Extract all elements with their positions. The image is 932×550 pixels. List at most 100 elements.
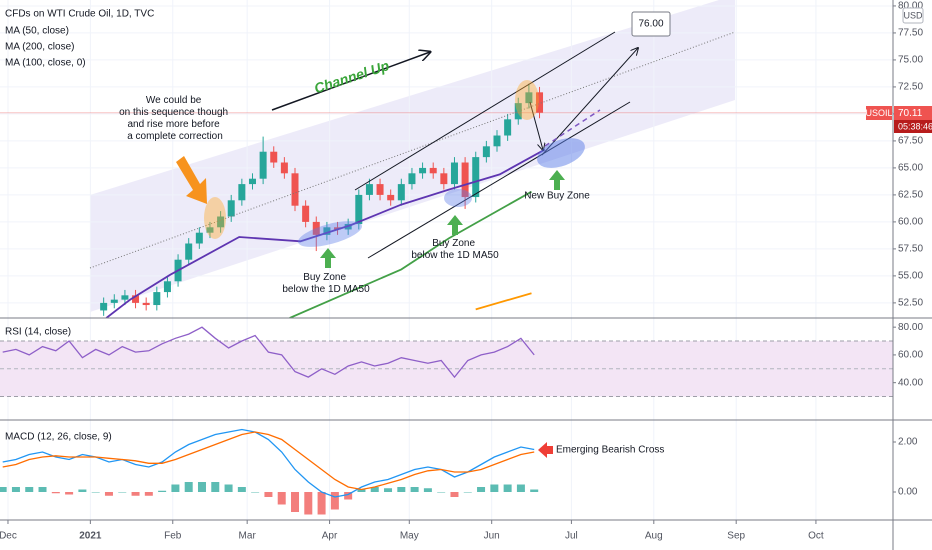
candle-body xyxy=(461,162,469,198)
candle-body xyxy=(121,295,129,300)
candle-body xyxy=(270,151,278,163)
histogram-bar xyxy=(11,487,20,492)
arrow xyxy=(320,248,336,268)
target-label: 76.00 xyxy=(638,19,663,30)
buy-zone xyxy=(298,221,362,247)
y-tick-label: 77.50 xyxy=(898,28,923,39)
annotation: New Buy Zone xyxy=(524,191,590,202)
histogram-bar xyxy=(370,487,379,492)
candle-body xyxy=(206,227,214,233)
price-box xyxy=(894,106,932,120)
y-tick-label: 75.00 xyxy=(898,55,923,66)
histogram-bar xyxy=(291,492,300,512)
histogram-bar xyxy=(91,492,100,493)
histogram-bar xyxy=(104,492,113,496)
histogram-bar xyxy=(224,484,233,492)
axes: 52.5055.0057.5060.0062.5065.0067.5070.00… xyxy=(0,1,923,542)
candle-body xyxy=(355,194,363,225)
target-box xyxy=(631,11,671,37)
histogram-bar xyxy=(184,482,193,492)
x-tick-label: Jun xyxy=(484,531,500,542)
annotation-line: below the 1D MA50 xyxy=(411,250,499,261)
plot xyxy=(0,0,893,520)
candle-body xyxy=(238,184,246,201)
y-tick-label: 60.00 xyxy=(898,350,923,361)
candle-body xyxy=(217,216,225,228)
x-tick-label: Apr xyxy=(322,531,338,542)
histogram-bar xyxy=(463,492,472,493)
histogram-bar xyxy=(423,488,432,492)
x-tick-label: Oct xyxy=(808,531,824,542)
histogram-bar xyxy=(530,489,539,492)
histogram-bar xyxy=(158,490,167,492)
symbol: USOIL xyxy=(865,108,892,118)
panel xyxy=(0,0,893,318)
annotation: Emerging Bearish Cross xyxy=(556,445,664,456)
histogram-bar xyxy=(384,488,393,492)
series-line xyxy=(2,431,535,491)
countdown-box xyxy=(894,120,932,133)
y-tick-label: 0.00 xyxy=(898,487,918,498)
candle-body xyxy=(408,173,416,185)
legend-entry: MA (200, close) xyxy=(5,42,74,53)
y-tick-label: 40.00 xyxy=(898,377,923,388)
candle-body xyxy=(302,205,310,222)
y-tick-label: 80.00 xyxy=(898,1,923,12)
drawings: 76.00 Channel Up We could be on this seq… xyxy=(89,11,736,458)
candle-body xyxy=(429,167,437,174)
buy-zone xyxy=(537,138,585,168)
histogram-bar xyxy=(0,487,7,492)
histogram-bar xyxy=(516,484,525,492)
histogram-bar xyxy=(304,492,313,515)
histogram-bar xyxy=(211,482,220,492)
histogram-bar xyxy=(357,489,366,492)
candle-body xyxy=(227,200,235,217)
histogram-bar xyxy=(197,482,206,492)
x-tick-label: 2021 xyxy=(79,531,102,542)
candle-body xyxy=(376,184,384,195)
candle-body xyxy=(132,295,140,303)
series-line xyxy=(2,326,535,379)
candle-body xyxy=(280,162,288,174)
currency: USD xyxy=(903,10,923,20)
candle-body xyxy=(419,167,427,174)
background xyxy=(90,0,735,312)
x-tick-label: Sep xyxy=(727,531,745,542)
histogram-bar xyxy=(410,487,419,492)
candle-body xyxy=(312,221,320,235)
legend: CFDs on WTI Crude Oil, 1D, TVC MA (50, c… xyxy=(5,9,154,443)
annotation-line: below the 1D MA50 xyxy=(282,284,370,295)
y-tick-label: 52.50 xyxy=(898,298,923,309)
trend-line xyxy=(354,31,616,191)
histogram-bar xyxy=(144,492,153,496)
candle-body xyxy=(472,157,480,198)
y-tick-label: 57.50 xyxy=(898,244,923,255)
annotation-line: on this sequence though xyxy=(119,107,228,118)
annotation-line: and rise more before xyxy=(127,119,220,130)
chart-title: CFDs on WTI Crude Oil, 1D, TVC xyxy=(5,9,154,20)
annotation-line: a complete correction xyxy=(127,131,223,142)
candle-body xyxy=(153,292,161,306)
series-line xyxy=(105,148,546,318)
histogram-bar xyxy=(51,492,60,494)
x-tick-label: Aug xyxy=(645,531,663,542)
panel-title: MACD (12, 26, close, 9) xyxy=(5,432,112,443)
histogram-bar xyxy=(503,484,512,492)
highlight xyxy=(515,80,539,120)
annotation-line: Buy Zone xyxy=(432,238,475,249)
candle-body xyxy=(100,302,108,311)
histogram-bar xyxy=(78,489,87,492)
candle-body xyxy=(504,119,512,136)
currency-box xyxy=(902,7,924,24)
trend-line xyxy=(367,101,631,259)
histogram-bar xyxy=(237,487,246,492)
panel-title: RSI (14, close) xyxy=(5,327,71,338)
candle-body xyxy=(536,92,544,113)
y-tick-label: 2.00 xyxy=(898,437,918,448)
x-tick-label: May xyxy=(400,531,419,542)
histogram-bar xyxy=(477,487,486,492)
candle-body xyxy=(195,232,203,244)
histogram-bar xyxy=(277,492,286,505)
histogram-bar xyxy=(344,492,353,500)
